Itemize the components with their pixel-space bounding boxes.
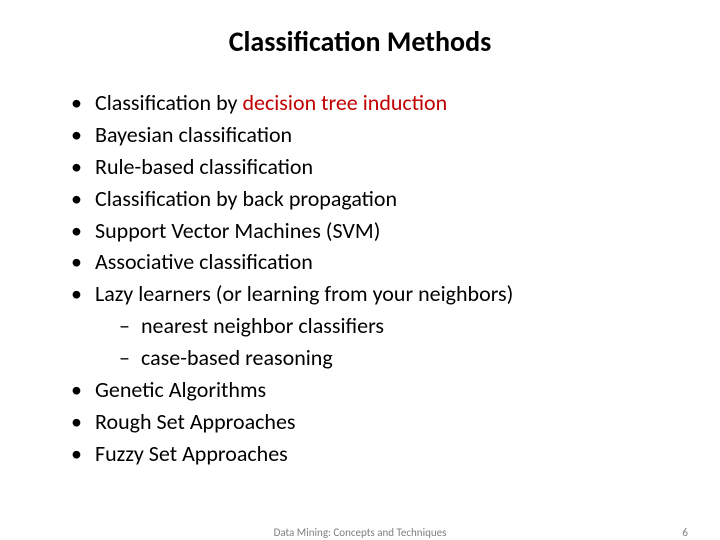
- list-item: Bayesian classification: [65, 119, 670, 151]
- item-text: Rule-based classification: [95, 153, 313, 180]
- item-text: Bayesian classification: [95, 121, 292, 148]
- list-item: Rough Set Approaches: [65, 406, 670, 438]
- item-text: Support Vector Machines (SVM): [95, 217, 380, 244]
- page-number: 6: [682, 526, 688, 539]
- list-item: Genetic Algorithms: [65, 374, 670, 406]
- list-item: Associative classification: [65, 246, 670, 278]
- sub-item-text: nearest neighbor classifiers: [141, 312, 384, 339]
- sub-item-text: case-based reasoning: [141, 344, 333, 371]
- item-highlight: decision tree induction: [242, 89, 447, 116]
- item-text: Rough Set Approaches: [95, 408, 296, 435]
- sub-list-item: case-based reasoning: [117, 342, 670, 374]
- item-text: Classification by back propagation: [95, 185, 397, 212]
- item-text: Classification by: [95, 89, 242, 116]
- list-item: Classification by back propagation: [65, 183, 670, 215]
- list-item: Classification by decision tree inductio…: [65, 87, 670, 119]
- sub-list-item: nearest neighbor classifiers: [117, 310, 670, 342]
- slide: Classification Methods Classification by…: [0, 0, 720, 540]
- bullet-list: Classification by decision tree inductio…: [50, 87, 670, 470]
- item-text: Associative classification: [95, 248, 313, 275]
- footer-text: Data Mining: Concepts and Techniques: [0, 526, 720, 539]
- list-item: Fuzzy Set Approaches: [65, 438, 670, 470]
- item-text: Genetic Algorithms: [95, 376, 266, 403]
- list-item: Lazy learners (or learning from your nei…: [65, 278, 670, 374]
- sub-list: nearest neighbor classifiers case-based …: [95, 310, 670, 374]
- list-item: Support Vector Machines (SVM): [65, 215, 670, 247]
- slide-title: Classification Methods: [50, 24, 670, 59]
- item-text: Fuzzy Set Approaches: [95, 440, 288, 467]
- item-text: Lazy learners (or learning from your nei…: [95, 280, 513, 307]
- list-item: Rule-based classification: [65, 151, 670, 183]
